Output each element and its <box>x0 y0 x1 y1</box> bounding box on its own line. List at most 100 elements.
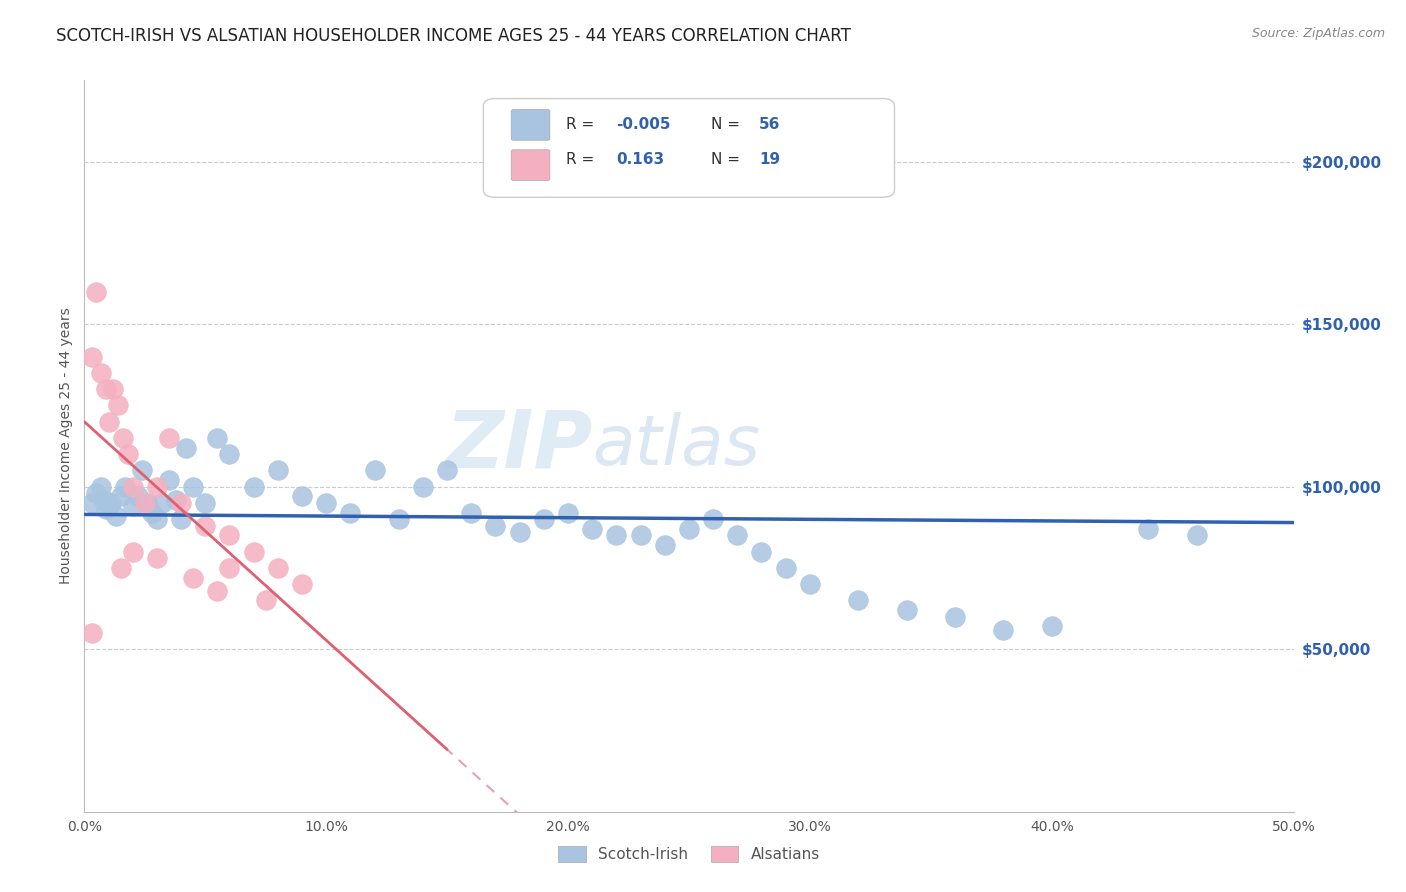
Point <box>581 522 603 536</box>
Point <box>846 593 869 607</box>
Point <box>110 489 132 503</box>
Point <box>174 441 197 455</box>
Point <box>80 496 103 510</box>
Point <box>86 285 108 299</box>
Text: atlas: atlas <box>592 412 761 480</box>
Point <box>150 496 173 510</box>
Text: N =: N = <box>710 117 745 132</box>
Point <box>412 480 434 494</box>
Point <box>86 486 108 500</box>
FancyBboxPatch shape <box>484 99 894 197</box>
Point <box>136 496 159 510</box>
Point <box>242 480 264 494</box>
Point <box>896 603 918 617</box>
Point <box>104 508 127 523</box>
Point <box>93 492 115 507</box>
Point <box>291 577 314 591</box>
Point <box>218 561 240 575</box>
Point <box>557 506 579 520</box>
Text: N =: N = <box>710 152 745 167</box>
Point <box>90 480 112 494</box>
Point <box>460 506 482 520</box>
Point <box>94 382 117 396</box>
Point <box>799 577 821 591</box>
Point <box>146 551 169 566</box>
Point <box>170 496 193 510</box>
Point <box>484 518 506 533</box>
Point <box>114 480 136 494</box>
Point <box>157 473 180 487</box>
Text: R =: R = <box>565 117 599 132</box>
Legend: Scotch-Irish, Alsatians: Scotch-Irish, Alsatians <box>551 838 827 870</box>
Point <box>1040 619 1063 633</box>
Point <box>943 609 966 624</box>
Point <box>97 499 120 513</box>
Point <box>146 512 169 526</box>
FancyBboxPatch shape <box>512 150 550 180</box>
Point <box>80 350 103 364</box>
Point <box>100 496 122 510</box>
Point <box>157 431 180 445</box>
Point <box>339 506 361 520</box>
Point <box>436 463 458 477</box>
Point <box>702 512 724 526</box>
Text: 19: 19 <box>759 152 780 167</box>
Point <box>388 512 411 526</box>
Point <box>194 496 217 510</box>
Point <box>117 447 139 461</box>
Point <box>725 528 748 542</box>
Point <box>678 522 700 536</box>
Point <box>363 463 385 477</box>
Point <box>194 518 217 533</box>
Point <box>181 571 204 585</box>
Point <box>267 561 290 575</box>
Point <box>94 502 117 516</box>
Text: Source: ZipAtlas.com: Source: ZipAtlas.com <box>1251 27 1385 40</box>
Point <box>207 583 229 598</box>
Point <box>207 431 229 445</box>
Point <box>1185 528 1208 542</box>
Point <box>170 512 193 526</box>
Point <box>121 499 143 513</box>
Point <box>509 525 531 540</box>
Point <box>121 544 143 558</box>
Point <box>134 496 156 510</box>
Point <box>97 415 120 429</box>
Point <box>775 561 797 575</box>
Point <box>291 489 314 503</box>
Text: R =: R = <box>565 152 599 167</box>
Point <box>131 463 153 477</box>
Point <box>112 431 135 445</box>
Point <box>141 506 163 520</box>
Point <box>127 489 149 503</box>
Text: 56: 56 <box>759 117 780 132</box>
Text: 0.163: 0.163 <box>616 152 665 167</box>
Y-axis label: Householder Income Ages 25 - 44 years: Householder Income Ages 25 - 44 years <box>59 308 73 584</box>
Point <box>1137 522 1160 536</box>
Point <box>165 492 187 507</box>
Point <box>315 496 337 510</box>
Point <box>254 593 277 607</box>
Text: ZIP: ZIP <box>444 407 592 485</box>
Point <box>80 626 103 640</box>
FancyBboxPatch shape <box>512 110 550 140</box>
Point <box>218 447 240 461</box>
Point <box>630 528 652 542</box>
Point <box>121 480 143 494</box>
Point <box>103 382 125 396</box>
Text: SCOTCH-IRISH VS ALSATIAN HOUSEHOLDER INCOME AGES 25 - 44 YEARS CORRELATION CHART: SCOTCH-IRISH VS ALSATIAN HOUSEHOLDER INC… <box>56 27 851 45</box>
Point <box>533 512 555 526</box>
Point <box>242 544 264 558</box>
Point <box>107 398 129 412</box>
Text: -0.005: -0.005 <box>616 117 671 132</box>
Point <box>90 366 112 380</box>
Point <box>654 538 676 552</box>
Point <box>605 528 627 542</box>
Point <box>218 528 240 542</box>
Point <box>110 561 132 575</box>
Point <box>993 623 1015 637</box>
Point <box>146 480 169 494</box>
Point <box>267 463 290 477</box>
Point <box>751 544 773 558</box>
Point <box>181 480 204 494</box>
